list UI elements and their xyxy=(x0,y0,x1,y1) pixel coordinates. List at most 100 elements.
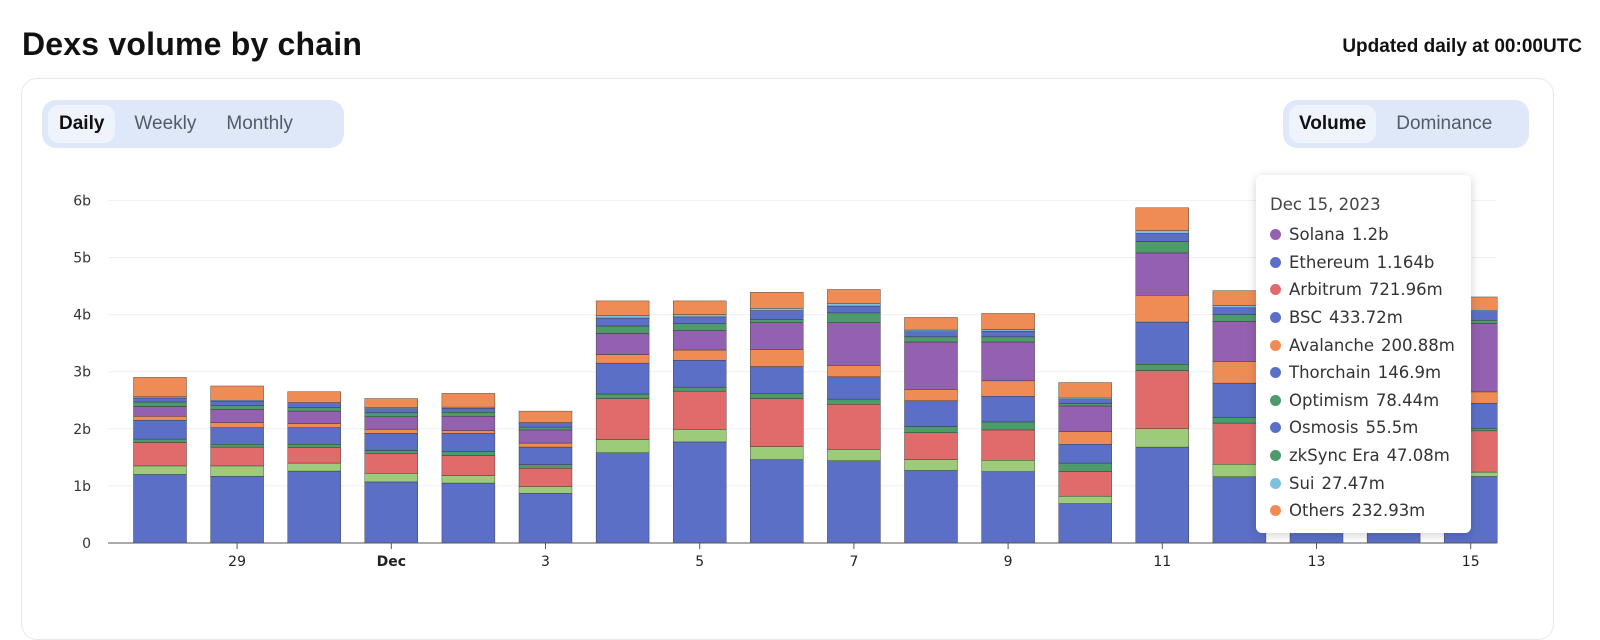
series-dot-icon xyxy=(1270,394,1281,406)
bar-segment-arbitrum xyxy=(827,404,881,450)
bar-segment-others xyxy=(827,289,881,304)
period-tab-daily[interactable]: Daily xyxy=(48,105,116,143)
bar-segment-osmosis xyxy=(904,336,958,343)
tooltip-series-name: Optimism xyxy=(1289,390,1369,410)
tooltip-series-value: 721.96m xyxy=(1368,280,1443,300)
bar-segment-thorchain xyxy=(904,331,958,338)
bar-segment-avalanche xyxy=(210,422,264,428)
x-tick-label: 5 xyxy=(695,554,704,570)
series-dot-icon xyxy=(1270,450,1281,462)
tooltip-series-value: 146.9m xyxy=(1377,363,1442,383)
y-tick-label: 1b xyxy=(73,479,91,495)
bar-segment-arbitrum xyxy=(1135,370,1190,429)
bar-segment-ethereum xyxy=(673,441,727,544)
tooltip-series-value: 1.2b xyxy=(1351,225,1389,245)
bar-segment-arbitrum xyxy=(1058,471,1112,497)
bar-segment-ethereum xyxy=(827,460,881,544)
tooltip-series-name: Solana xyxy=(1289,225,1345,245)
tooltip-row: Arbitrum 721.96m xyxy=(1270,276,1457,304)
bar-segment-others xyxy=(133,377,187,398)
bar-segment-osmosis xyxy=(750,319,804,323)
bar-segment-thorchain xyxy=(981,330,1035,338)
bar-segment-arbitrum xyxy=(518,468,573,487)
x-tick-label: 3 xyxy=(541,554,550,570)
bar-segment-avalanche xyxy=(441,430,496,434)
bar-segment-avalanche xyxy=(595,354,650,364)
tooltip-series-name: BSC xyxy=(1289,308,1323,328)
chart-tooltip: Dec 15, 2023 Solana 1.2b Ethereum 1.164b Arb… xyxy=(1256,175,1471,533)
bar-segment-osmosis xyxy=(133,401,187,407)
bar-segment-others xyxy=(210,385,264,401)
bar-segment-optimism xyxy=(595,439,650,453)
bar-segment-ethereum xyxy=(750,459,804,544)
bar-segment-bsc xyxy=(133,420,187,440)
bar-segment-solana xyxy=(441,416,496,431)
bar-segment-ethereum xyxy=(287,470,341,544)
bar-segment-thorchain xyxy=(133,397,187,403)
bar-segment-optimism xyxy=(287,462,341,472)
bar-segment-zksync-era xyxy=(750,393,804,399)
bar-segment-bsc xyxy=(364,433,418,451)
bar-segment-arbitrum xyxy=(133,442,187,467)
bar-segment-optimism xyxy=(981,460,1035,472)
bar-segment-zksync-era xyxy=(904,426,958,433)
bar-segment-avalanche xyxy=(518,442,573,448)
bar-segment-bsc xyxy=(287,427,341,445)
bar-segment-bsc xyxy=(518,446,573,465)
tooltip-row: zkSync Era 47.08m xyxy=(1270,442,1457,470)
bar-segment-thorchain xyxy=(827,305,881,314)
bar-segment-arbitrum xyxy=(750,398,804,447)
bar-segment-solana xyxy=(981,341,1035,382)
bar-segment-zksync-era xyxy=(364,450,418,454)
bar-segment-osmosis xyxy=(981,336,1035,343)
bar-segment-zksync-era xyxy=(981,421,1035,431)
bar-segment-arbitrum xyxy=(441,455,496,476)
bar-segment-optimism xyxy=(673,429,727,443)
bar-segment-sui xyxy=(904,329,958,332)
bar-segment-optimism xyxy=(1135,428,1190,448)
x-tick-label: 29 xyxy=(228,554,246,570)
bar-segment-osmosis xyxy=(364,412,418,418)
bar-segment-osmosis xyxy=(518,426,573,431)
bar-segment-others xyxy=(1058,382,1112,399)
series-dot-icon xyxy=(1270,312,1281,324)
bar-segment-zksync-era xyxy=(518,464,573,469)
bar-segment-optimism xyxy=(518,486,573,494)
bar-segment-osmosis xyxy=(287,407,341,412)
bar-segment-sui xyxy=(1135,230,1190,234)
tooltip-series-name: Osmosis xyxy=(1289,418,1359,438)
series-dot-icon xyxy=(1270,229,1281,241)
bar-segment-arbitrum xyxy=(595,398,650,440)
bar-segment-sui xyxy=(673,314,727,318)
bar-segment-sui xyxy=(981,329,1035,332)
bar-segment-osmosis xyxy=(673,323,727,331)
bar-segment-avalanche xyxy=(827,365,881,378)
x-tick-label: 13 xyxy=(1308,554,1326,570)
mode-tab-volume[interactable]: Volume xyxy=(1289,105,1377,143)
bar-segment-ethereum xyxy=(210,475,264,544)
bar-segment-thorchain xyxy=(518,423,573,428)
tooltip-series-name: Ethereum xyxy=(1289,252,1370,272)
bar-segment-bsc xyxy=(441,433,496,452)
period-tab-weekly[interactable]: Weekly xyxy=(134,113,197,134)
tooltip-items: Solana 1.2b Ethereum 1.164b Arbitrum 721.96m B… xyxy=(1270,221,1457,525)
tooltip-date: Dec 15, 2023 xyxy=(1270,195,1381,214)
bar-segment-bsc xyxy=(210,427,264,445)
bar-segment-zksync-era xyxy=(827,398,881,405)
bar-segment-ethereum xyxy=(904,470,958,544)
bar-segment-bsc xyxy=(673,360,727,388)
y-tick-label: 4b xyxy=(73,308,91,324)
bar-segment-optimism xyxy=(750,446,804,460)
series-dot-icon xyxy=(1270,477,1281,489)
tooltip-row: Ethereum 1.164b xyxy=(1270,249,1457,277)
bar-segment-avalanche xyxy=(133,416,187,421)
bar-segment-thorchain xyxy=(364,408,418,414)
tooltip-row: Avalanche 200.88m xyxy=(1270,331,1457,359)
period-tab-monthly[interactable]: Monthly xyxy=(226,113,293,134)
bar-segment-zksync-era xyxy=(1135,364,1190,371)
tooltip-row: Optimism 78.44m xyxy=(1270,387,1457,415)
x-tick-label: 9 xyxy=(1004,554,1013,570)
mode-tab-dominance[interactable]: Dominance xyxy=(1396,113,1493,134)
bar-segment-others xyxy=(441,393,496,408)
bar-segment-avalanche xyxy=(364,429,418,434)
